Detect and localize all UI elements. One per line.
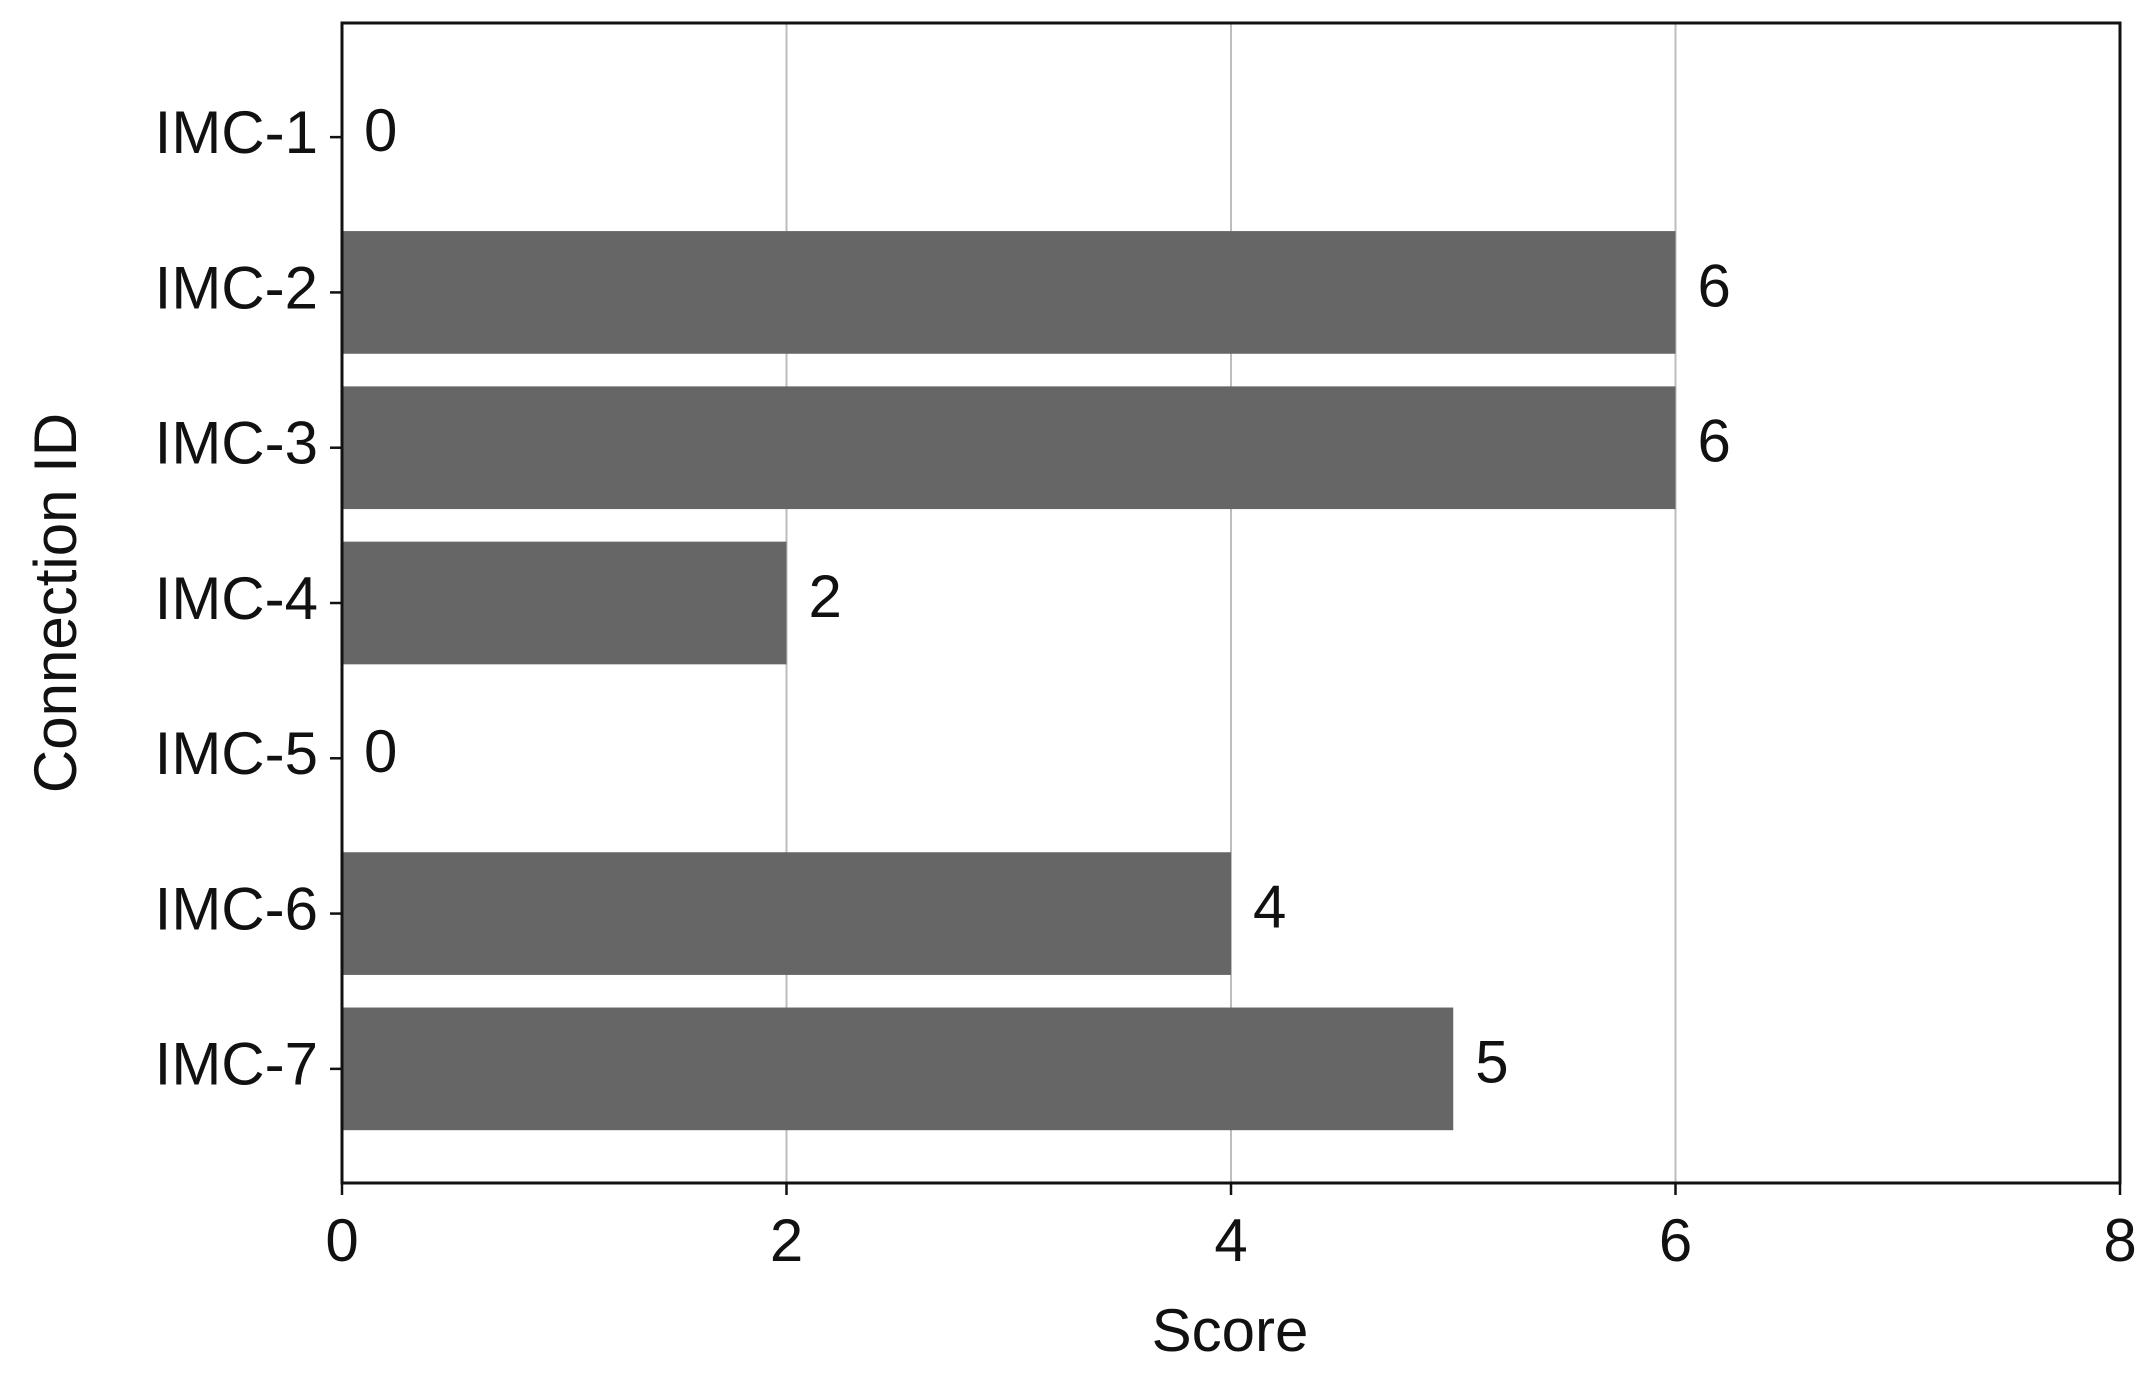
- y-tick-label: IMC-1: [155, 99, 318, 166]
- y-axis-label: Connection ID: [22, 413, 89, 793]
- y-tick-label: IMC-7: [155, 1031, 318, 1098]
- value-label: 2: [809, 563, 842, 630]
- plot-frame: [340, 21, 2122, 1185]
- x-tick-label: 4: [1214, 1207, 1247, 1274]
- value-label: 0: [364, 97, 397, 164]
- bar: [342, 1007, 1454, 1131]
- y-tick-label: IMC-5: [155, 720, 318, 787]
- x-tick-label: 2: [770, 1207, 803, 1274]
- y-tick-label: IMC-3: [155, 410, 318, 477]
- bar: [342, 541, 787, 665]
- x-axis-label: Score: [1152, 1297, 1309, 1364]
- y-tick-label: IMC-2: [155, 254, 318, 321]
- value-label: 6: [1698, 408, 1731, 475]
- x-tick-label: 6: [1659, 1207, 1692, 1274]
- x-tick-label: 8: [2103, 1207, 2136, 1274]
- value-label: 5: [1475, 1029, 1508, 1096]
- value-label: 6: [1698, 252, 1731, 319]
- x-tick-label: 0: [325, 1207, 358, 1274]
- y-tick-label: IMC-6: [155, 875, 318, 942]
- y-tick-label: IMC-4: [155, 565, 318, 632]
- bar: [342, 386, 1676, 510]
- value-label: 0: [364, 718, 397, 785]
- bar: [342, 231, 1676, 354]
- value-label: 4: [1253, 873, 1286, 940]
- bar: [342, 852, 1231, 975]
